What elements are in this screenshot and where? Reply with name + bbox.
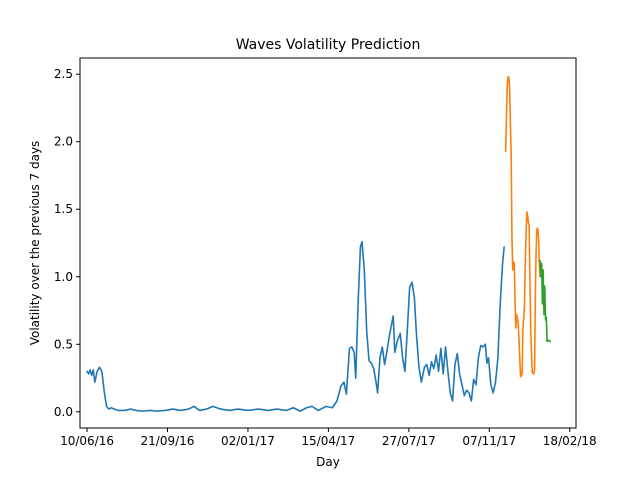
y-tick-label: 2.5 xyxy=(54,67,73,81)
x-tick-label: 18/02/18 xyxy=(543,434,597,448)
y-tick-label: 1.5 xyxy=(54,202,73,216)
y-tick-label: 2.0 xyxy=(54,135,73,149)
y-tick-label: 1.0 xyxy=(54,270,73,284)
series-line-1 xyxy=(86,240,505,412)
y-tick-label: 0.5 xyxy=(54,337,73,351)
x-tick-label: 10/06/16 xyxy=(60,434,114,448)
series-layer xyxy=(86,76,552,412)
y-axis-label: Volatility over the previous 7 days xyxy=(28,141,42,346)
x-tick-label: 15/04/17 xyxy=(301,434,355,448)
x-axis-label: Day xyxy=(316,455,340,469)
y-axis-ticks: 0.0 0.5 1.0 1.5 2.0 2.5 xyxy=(54,67,80,419)
plot-frame xyxy=(79,57,577,429)
x-tick-label: 07/11/17 xyxy=(462,434,516,448)
x-axis-ticks: 10/06/16 21/09/16 02/01/17 15/04/17 27/07/17… xyxy=(60,428,597,448)
y-tick-label: 0.0 xyxy=(54,405,73,419)
series-line-2 xyxy=(504,76,541,378)
chart-title: Waves Volatility Prediction xyxy=(236,37,421,53)
x-tick-label: 27/07/17 xyxy=(382,434,436,448)
x-tick-label: 02/01/17 xyxy=(221,434,275,448)
x-tick-label: 21/09/16 xyxy=(141,434,195,448)
series-line-3 xyxy=(539,259,552,343)
